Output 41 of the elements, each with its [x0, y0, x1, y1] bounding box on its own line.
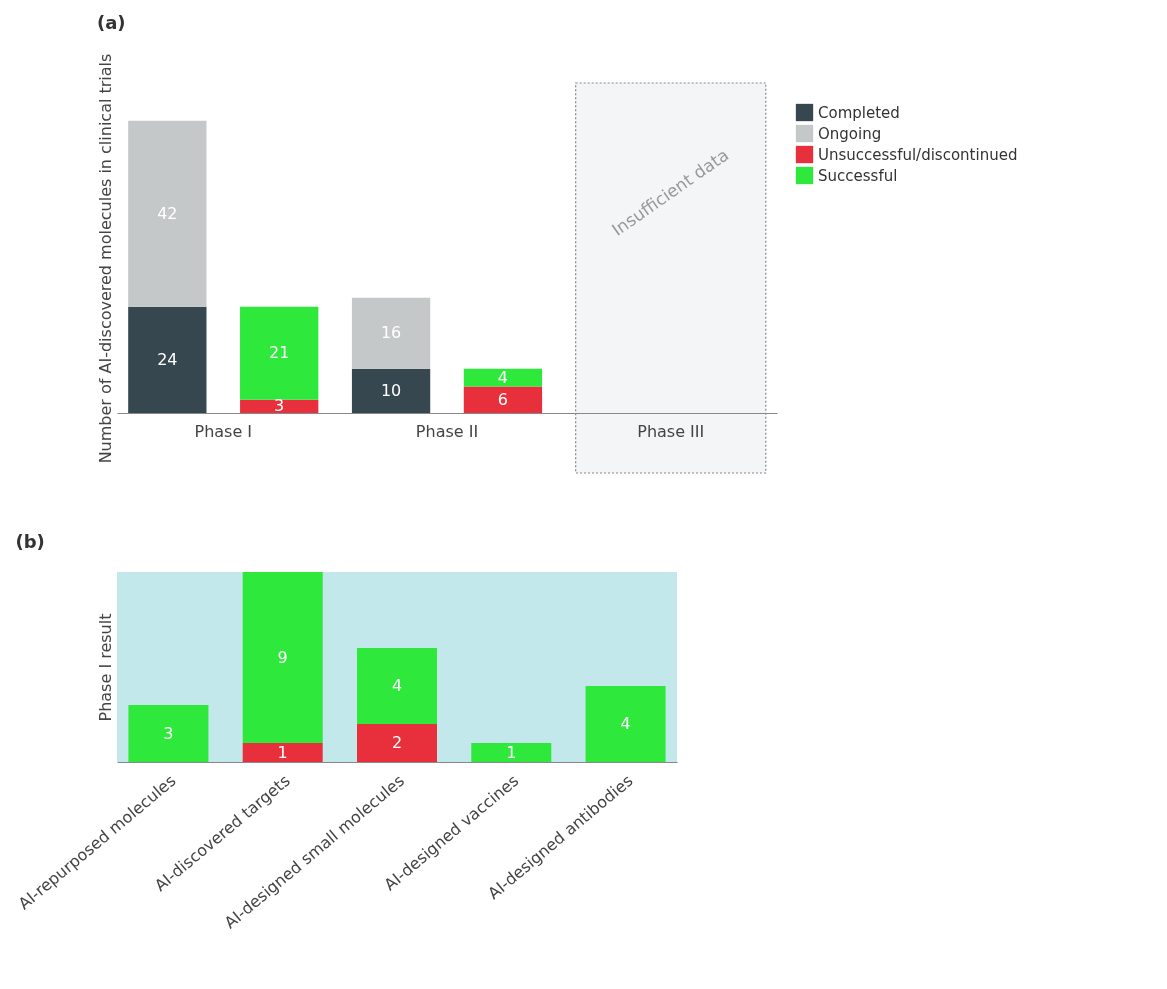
data-label: 24: [157, 349, 178, 369]
data-label: 4: [497, 367, 509, 387]
bar: [357, 724, 437, 762]
data-label: 1: [277, 742, 288, 762]
bar: [585, 686, 666, 762]
data-label: 16: [380, 323, 402, 343]
data-label: 3: [163, 723, 174, 743]
bar: [351, 297, 431, 369]
x-tick-label: Phase II: [415, 421, 479, 441]
legend-label: Successful: [818, 166, 898, 185]
chart-title: (a): [97, 12, 126, 34]
data-label: 10: [380, 380, 402, 400]
bar: [240, 399, 319, 413]
data-label: 9: [277, 647, 288, 667]
bar: [357, 648, 437, 724]
y-axis-title: Phase I result: [95, 613, 115, 722]
data-label: 3: [274, 396, 285, 416]
bar: [463, 368, 543, 387]
data-label: 4: [391, 676, 403, 695]
bar: [128, 705, 209, 762]
y-axis-title: Number of AI-discovered molecules in clinical trials: [95, 53, 115, 464]
data-label: 1: [506, 742, 517, 762]
legend-label: Unsuccessful/discontinued: [818, 145, 1018, 164]
bar: [242, 572, 323, 743]
bar: [240, 306, 319, 400]
bar: [471, 743, 552, 762]
bar: [128, 306, 207, 413]
x-tick-label: Phase I: [194, 421, 253, 441]
data-label: 42: [157, 203, 178, 223]
legend-label: Completed: [818, 103, 900, 122]
x-tick-label: Phase III: [637, 421, 705, 441]
bar: [463, 386, 543, 413]
bar: [128, 120, 207, 307]
bar: [351, 368, 431, 413]
data-label: 4: [620, 714, 631, 733]
chart-title: (b): [15, 531, 45, 552]
data-label: 21: [269, 343, 290, 363]
legend-label: Ongoing: [818, 124, 882, 143]
data-label: 6: [497, 389, 509, 409]
data-label: 2: [391, 733, 403, 752]
bar: [242, 743, 323, 762]
